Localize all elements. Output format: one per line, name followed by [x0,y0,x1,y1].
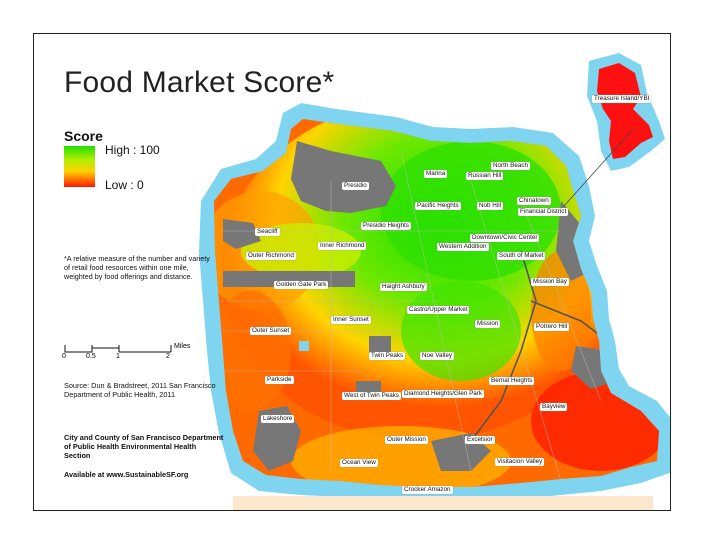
presidio [291,141,396,213]
scale-tick-2: 2 [166,353,170,360]
map-frame [33,33,671,511]
scale-tick-0: 0 [62,353,66,360]
label-haight-ashbury: Haight Ashbury [380,283,427,291]
label-russian-hill: Russian Hill [466,172,504,180]
label-south-of-market: South of Market [497,252,546,260]
county-line [233,496,653,510]
data-source: Source: Dun & Bradstreet, 2011 San Franc… [64,381,216,399]
agency-credit: City and County of San Francisco Departm… [64,433,224,460]
label-presidio: Presidio [342,182,369,190]
label-downtown-civic-center: Downtown/Civic Center [470,234,540,242]
label-ocean-view: Ocean View [340,459,378,467]
label-financial-district: Financial District [518,208,569,216]
label-bayview: Bayview [540,403,568,411]
label-chinatown: Chinatown [517,197,551,205]
treasure-island [597,63,653,159]
label-crocker-amazon: Crocker Amazon [402,486,453,494]
label-mission: Mission [475,320,501,328]
label-golden-gate-park: Golden Gate Park [274,281,329,289]
score-footnote: *A relative measure of the number and va… [64,254,210,281]
label-castro-upper-market: Castro/Upper Market [407,306,470,314]
label-potrero-hill: Potrero Hill [534,323,570,331]
label-visitacion-valley: Visitacion Valley [495,458,545,466]
label-nob-hill: Nob Hill [477,202,504,210]
legend-color-ramp [64,146,95,187]
label-marina: Marina [424,170,448,178]
label-western-addition: Western Addition [437,243,489,251]
label-inner-richmond: Inner Richmond [318,242,367,250]
label-inner-sunset: Inner Sunset [331,316,371,324]
label-outer-richmond: Outer Richmond [246,252,296,260]
label-presidio-heights: Presidio Heights [361,222,411,230]
availability-note: Available at www.SustainableSF.org [64,470,189,479]
legend-title: Score [64,128,103,144]
label-diamond-heights-glen-park: Diamond Heights/Glen Park [402,390,485,398]
label-outer-sunset: Outer Sunset [250,327,292,335]
scale-tick-1: 1 [116,353,120,360]
legend-low-label: Low : 0 [105,178,144,192]
label-pacific-heights: Pacific Heights [415,202,461,210]
label-north-beach: North Beach [491,162,531,170]
legend-high-label: High : 100 [105,143,160,157]
label-treasure-island: Treasure Island/YBI [592,95,652,103]
scale-tick-half: 0.5 [86,353,96,360]
label-twin-peaks: Twin Peaks [369,352,406,360]
label-mission-bay: Mission Bay [531,278,569,286]
scale-bar-graphic [64,345,172,353]
label-lakeshore: Lakeshore [261,415,295,423]
lincoln-park [223,219,261,249]
map-canvas [64,53,670,510]
label-bernal-heights: Bernal Heights [489,377,535,385]
label-outer-mission: Outer Mission [385,436,428,444]
label-excelsior: Excelsior [465,436,495,444]
twin-peaks-park [369,336,391,356]
label-parkside: Parkside [265,376,294,384]
label-noe-valley: Noe Valley [420,352,454,360]
map-title: Food Market Score* [64,66,335,99]
bay-bridge [563,128,634,207]
label-seacliff: Seacliff [255,228,280,236]
scale-unit: Miles [174,343,191,350]
label-west-of-twin-peaks: West of Twin Peaks [342,392,402,400]
